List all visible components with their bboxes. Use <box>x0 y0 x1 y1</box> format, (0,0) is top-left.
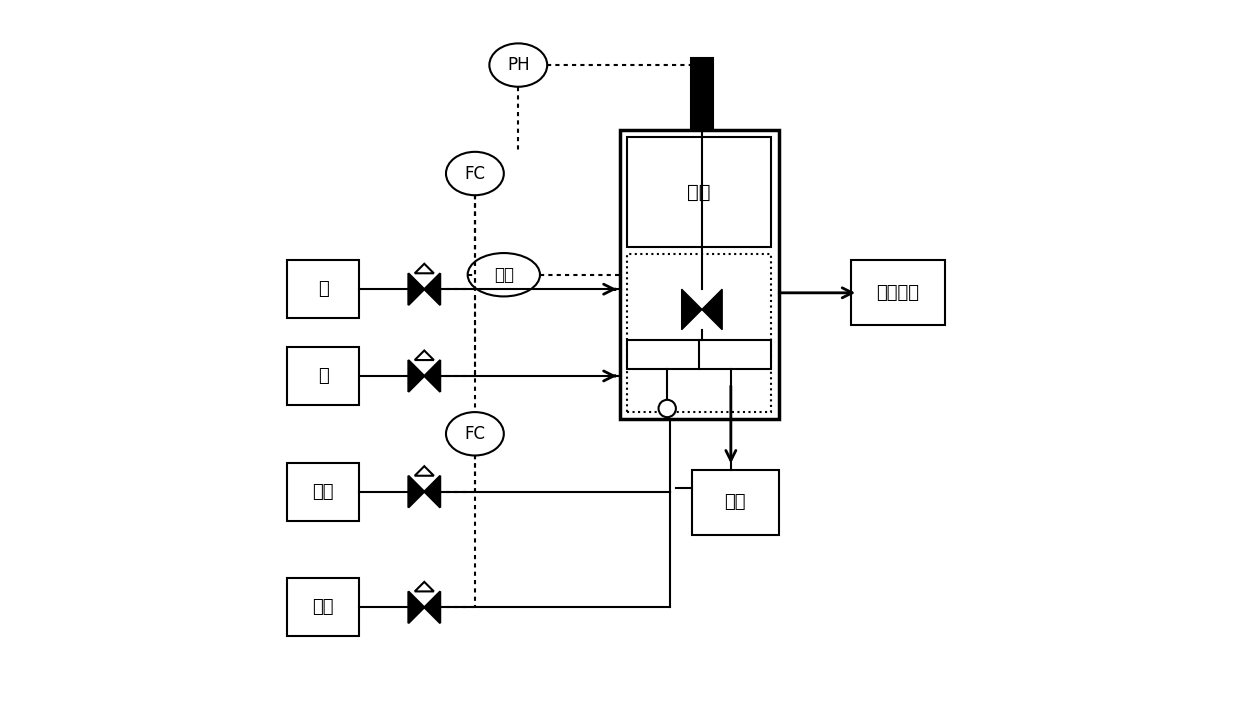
Polygon shape <box>415 264 434 273</box>
Text: 碱: 碱 <box>317 367 328 385</box>
FancyBboxPatch shape <box>627 340 772 369</box>
Polygon shape <box>424 360 440 392</box>
Text: 酸: 酸 <box>317 281 328 298</box>
Polygon shape <box>409 591 424 623</box>
Polygon shape <box>409 476 424 508</box>
Polygon shape <box>409 273 424 305</box>
FancyBboxPatch shape <box>287 578 359 636</box>
Text: FC: FC <box>465 425 486 442</box>
FancyBboxPatch shape <box>287 463 359 521</box>
Text: PH: PH <box>507 56 529 74</box>
Text: 空气: 空气 <box>725 494 746 511</box>
FancyBboxPatch shape <box>691 470 778 535</box>
Polygon shape <box>703 289 722 330</box>
Polygon shape <box>424 476 440 508</box>
Polygon shape <box>424 273 440 305</box>
FancyBboxPatch shape <box>287 260 359 318</box>
Text: 培养基璇: 培养基璇 <box>876 284 919 301</box>
FancyBboxPatch shape <box>620 130 778 419</box>
FancyBboxPatch shape <box>691 58 712 130</box>
Polygon shape <box>681 289 703 330</box>
Polygon shape <box>415 351 434 360</box>
Ellipse shape <box>489 43 548 87</box>
Polygon shape <box>415 466 434 476</box>
Circle shape <box>659 400 676 417</box>
Ellipse shape <box>467 253 540 296</box>
FancyBboxPatch shape <box>287 347 359 405</box>
Text: 温度: 温度 <box>494 266 514 283</box>
Polygon shape <box>415 582 434 591</box>
Ellipse shape <box>446 152 504 195</box>
Text: FC: FC <box>465 165 486 182</box>
Polygon shape <box>424 591 440 623</box>
Polygon shape <box>409 360 424 392</box>
FancyBboxPatch shape <box>851 260 945 325</box>
Text: 发酵: 发酵 <box>688 183 711 202</box>
Text: 热水: 热水 <box>312 599 333 616</box>
FancyBboxPatch shape <box>627 137 772 247</box>
Ellipse shape <box>446 412 504 455</box>
Text: 冷水: 冷水 <box>312 483 333 500</box>
FancyBboxPatch shape <box>627 254 772 412</box>
